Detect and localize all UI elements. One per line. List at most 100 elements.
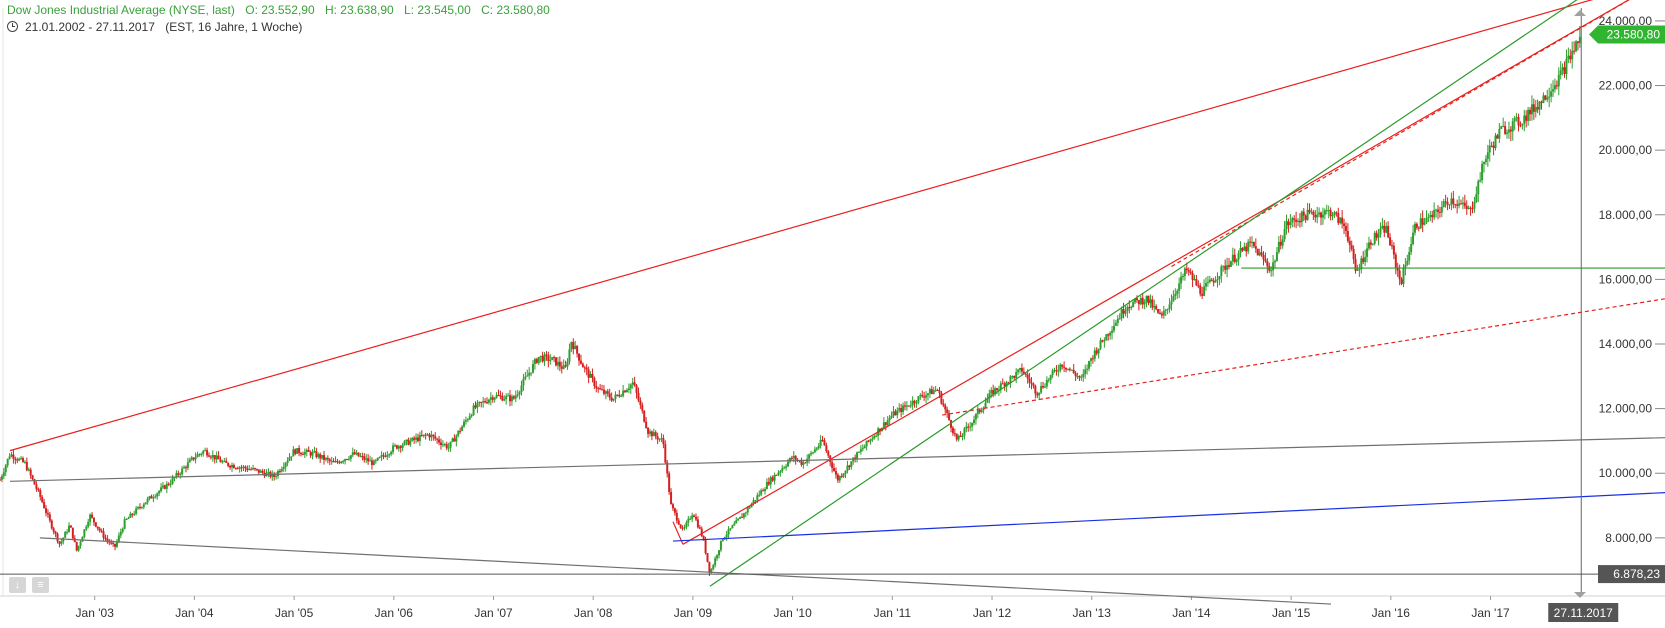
candle-body <box>466 419 469 421</box>
candle-body <box>769 477 772 485</box>
candle-body <box>595 386 598 389</box>
candle-body <box>804 462 807 464</box>
candle-body <box>1459 203 1462 205</box>
candle-body <box>288 457 291 461</box>
candle-body <box>819 439 822 446</box>
candle-body <box>271 473 274 477</box>
candle-body <box>938 390 941 393</box>
menu-button[interactable]: ≡ <box>32 577 49 593</box>
candle-body <box>963 428 966 436</box>
candle-body <box>510 396 513 402</box>
candle-body <box>1226 265 1229 270</box>
candle-body <box>393 445 396 447</box>
candle-body <box>660 438 663 440</box>
candle-body <box>23 461 26 463</box>
candle-body <box>1057 370 1060 372</box>
candle-body <box>1137 300 1140 305</box>
candle-body <box>69 525 72 528</box>
candle-body <box>553 357 556 359</box>
candle-body <box>443 444 446 446</box>
candle-body <box>721 539 724 541</box>
candle-body <box>133 513 136 515</box>
candle-body <box>1354 259 1357 271</box>
candle-body <box>462 421 465 427</box>
candle-body <box>1295 219 1298 222</box>
scroll-down-icon[interactable] <box>1572 590 1588 600</box>
candle-body <box>244 466 247 469</box>
candle-body <box>1228 265 1231 267</box>
candle-body <box>457 430 460 436</box>
y-tick-label: 22.000,00 <box>1599 79 1653 93</box>
date-range: 21.01.2002 - 27.11.2017 <box>25 20 155 34</box>
candle-body <box>169 483 172 485</box>
candle-body <box>670 492 673 505</box>
candle-body <box>1022 371 1025 374</box>
candle-body <box>802 462 805 465</box>
candle-body <box>1362 258 1365 263</box>
candle-body <box>430 434 433 438</box>
candle-body <box>641 404 644 411</box>
candle-body <box>917 396 920 403</box>
candle-body <box>514 395 517 399</box>
scroll-up-icon[interactable] <box>1572 8 1588 18</box>
candle-body <box>1103 340 1106 342</box>
candle-body <box>1396 267 1399 271</box>
candle-body <box>317 454 320 457</box>
candle-body <box>1540 101 1543 103</box>
candle-body <box>1389 237 1392 246</box>
candle-body <box>1214 280 1217 283</box>
candle-body <box>783 467 786 469</box>
gray-trendline[interactable] <box>9 437 1665 482</box>
candle-body <box>407 439 410 445</box>
candle-body <box>154 496 157 498</box>
candle-body <box>416 437 419 442</box>
candle-body <box>1318 212 1321 215</box>
candle-body <box>25 461 28 471</box>
candle-body <box>110 542 113 544</box>
candle-body <box>1218 276 1221 280</box>
candle-body <box>1561 67 1564 71</box>
red-trendline[interactable] <box>942 298 1665 416</box>
candle-body <box>1116 318 1119 324</box>
candle-body <box>1333 212 1336 216</box>
candle-body <box>171 478 174 484</box>
candle-body <box>936 389 939 391</box>
candle-body <box>532 363 535 373</box>
candle-body <box>1563 67 1566 74</box>
candle-body <box>750 503 753 508</box>
candle-body <box>741 516 744 518</box>
candle-body <box>1026 374 1029 379</box>
candle-body <box>501 395 504 401</box>
candle-body <box>52 528 55 532</box>
gray-trendline[interactable] <box>39 537 1332 605</box>
candle-body <box>555 357 558 366</box>
candle-body <box>321 455 324 459</box>
download-button[interactable]: ↓ <box>9 577 26 593</box>
candle-body <box>146 498 149 503</box>
candle-body <box>60 541 63 544</box>
red-trendline[interactable] <box>682 0 1665 545</box>
red-trendline[interactable] <box>9 0 1665 452</box>
candle-body <box>528 372 531 376</box>
candle-body <box>624 390 627 393</box>
candle-body <box>487 399 490 403</box>
candle-body <box>547 355 550 362</box>
candle-body <box>50 520 53 529</box>
blue-trendline[interactable] <box>672 492 1665 542</box>
green-trendline[interactable] <box>709 0 1665 587</box>
candle-body <box>96 526 99 529</box>
candle-body <box>48 514 51 521</box>
candle-body <box>650 431 653 437</box>
candle-body <box>581 363 584 368</box>
candle-body <box>359 456 362 458</box>
candle-body <box>225 460 228 463</box>
candle-body <box>294 449 297 454</box>
candle-body <box>1469 207 1472 209</box>
y-tick-label: 14.000,00 <box>1599 337 1653 351</box>
candle-body <box>882 422 885 428</box>
candle-body <box>284 463 287 468</box>
candle-body <box>472 405 475 415</box>
candle-body <box>12 454 15 459</box>
